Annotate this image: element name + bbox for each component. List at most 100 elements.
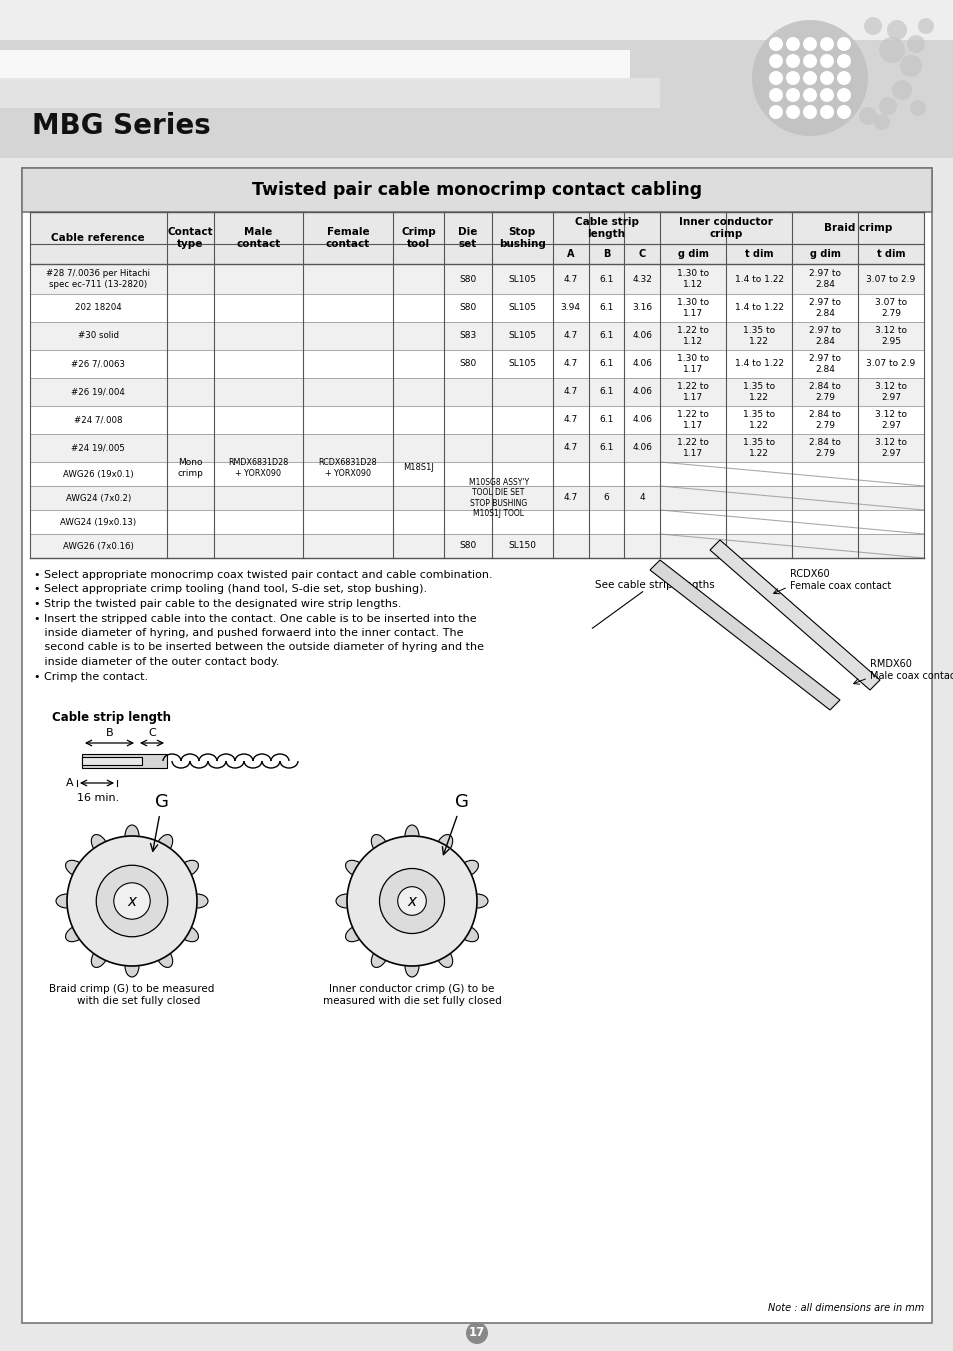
Text: x: x [407,893,416,908]
Text: 1.4 to 1.22: 1.4 to 1.22 [734,359,782,369]
Text: B: B [602,249,610,259]
Circle shape [820,88,833,101]
Circle shape [785,88,800,101]
Bar [0,0,953,41]
Circle shape [785,54,800,68]
Text: 4.06: 4.06 [632,388,652,396]
Polygon shape [709,540,879,690]
Bar [82,754,167,767]
Ellipse shape [66,861,86,877]
Text: 1.35 to
1.22: 1.35 to 1.22 [742,382,775,401]
Text: 17: 17 [468,1327,485,1339]
Text: 16 min.: 16 min. [77,793,119,802]
Circle shape [768,105,782,119]
Text: AWG24 (19x0.13): AWG24 (19x0.13) [60,517,136,527]
Text: A: A [566,249,574,259]
Bar [0,0,953,158]
Bar [30,534,923,558]
Bar [30,378,923,407]
Circle shape [863,18,882,35]
Text: Note : all dimensions are in mm: Note : all dimensions are in mm [767,1302,923,1313]
Text: 6.1: 6.1 [598,331,613,340]
Circle shape [802,105,816,119]
Text: Braid crimp (G) to be measured
    with die set fully closed: Braid crimp (G) to be measured with die … [50,984,214,1005]
Text: Inner conductor crimp (G) to be
measured with die set fully closed: Inner conductor crimp (G) to be measured… [322,984,501,1005]
Text: Mono
crimp: Mono crimp [177,458,203,478]
Text: See cable strip lengths: See cable strip lengths [595,580,714,590]
Text: 6.1: 6.1 [598,443,613,453]
Text: Die
set: Die set [457,227,477,249]
Bar [22,168,931,212]
Text: 1.35 to
1.22: 1.35 to 1.22 [742,438,775,458]
Circle shape [802,88,816,101]
Text: MBG Series: MBG Series [32,112,211,141]
Text: G: G [151,793,169,851]
Ellipse shape [66,925,86,942]
Ellipse shape [457,925,478,942]
Text: Braid crimp: Braid crimp [823,223,891,232]
Ellipse shape [91,947,108,967]
Circle shape [751,20,867,136]
Circle shape [67,836,196,966]
Text: 1.35 to
1.22: 1.35 to 1.22 [742,327,775,346]
Text: 2.84 to
2.79: 2.84 to 2.79 [808,382,841,401]
Circle shape [909,100,925,116]
Circle shape [836,88,850,101]
Text: 4: 4 [639,493,644,503]
Text: 4.7: 4.7 [563,443,578,453]
Text: 2.84 to
2.79: 2.84 to 2.79 [808,411,841,430]
Circle shape [917,18,933,34]
Text: 4.06: 4.06 [632,359,652,369]
Text: #26 7/.0063: #26 7/.0063 [71,359,125,369]
Text: 6.1: 6.1 [598,304,613,312]
Circle shape [891,80,911,100]
Bar [30,434,923,462]
Ellipse shape [335,894,357,908]
Text: Inner conductor
crimp: Inner conductor crimp [679,218,772,239]
Ellipse shape [405,955,418,977]
Bar [30,212,923,263]
Text: 2.97 to
2.84: 2.97 to 2.84 [808,269,841,289]
Circle shape [768,88,782,101]
Text: RCDX60
Female coax contact: RCDX60 Female coax contact [789,569,890,590]
Text: 4.06: 4.06 [632,416,652,424]
Text: 202 18204: 202 18204 [75,304,122,312]
Text: 1.30 to
1.17: 1.30 to 1.17 [677,354,708,374]
Text: 1.35 to
1.22: 1.35 to 1.22 [742,411,775,430]
Text: AWG24 (7x0.2): AWG24 (7x0.2) [66,493,131,503]
Ellipse shape [345,861,365,877]
Text: S83: S83 [459,331,476,340]
Circle shape [906,35,924,53]
Ellipse shape [178,925,198,942]
Text: S80: S80 [459,542,476,550]
Bar [30,263,923,295]
Ellipse shape [56,894,78,908]
Text: 3.16: 3.16 [632,304,652,312]
Bar [22,168,931,1323]
Circle shape [836,72,850,85]
Text: 3.07 to
2.79: 3.07 to 2.79 [874,299,906,317]
Text: • Select appropriate crimp tooling (hand tool, S-die set, stop bushing).: • Select appropriate crimp tooling (hand… [34,585,427,594]
Text: 3.07 to 2.9: 3.07 to 2.9 [865,274,915,284]
Circle shape [768,54,782,68]
Text: RMDX6831D28
+ YORX090: RMDX6831D28 + YORX090 [228,458,288,478]
Circle shape [802,72,816,85]
Circle shape [802,54,816,68]
Text: 1.22 to
1.12: 1.22 to 1.12 [677,327,708,346]
Ellipse shape [457,861,478,877]
Ellipse shape [156,835,172,855]
Text: 3.12 to
2.97: 3.12 to 2.97 [874,382,906,401]
Text: 4.06: 4.06 [632,331,652,340]
Text: 1.22 to
1.17: 1.22 to 1.17 [677,382,708,401]
Text: Crimp
tool: Crimp tool [401,227,436,249]
Polygon shape [649,561,840,711]
Ellipse shape [405,825,418,847]
Text: • Select appropriate monocrimp coax twisted pair contact and cable combination.: • Select appropriate monocrimp coax twis… [34,570,492,580]
Text: G: G [442,793,469,855]
Text: 2.84 to
2.79: 2.84 to 2.79 [808,438,841,458]
Circle shape [397,886,426,915]
Text: 2.97 to
2.84: 2.97 to 2.84 [808,354,841,374]
Text: #26 19/.004: #26 19/.004 [71,388,125,396]
Text: 6: 6 [603,493,609,503]
Ellipse shape [436,835,453,855]
